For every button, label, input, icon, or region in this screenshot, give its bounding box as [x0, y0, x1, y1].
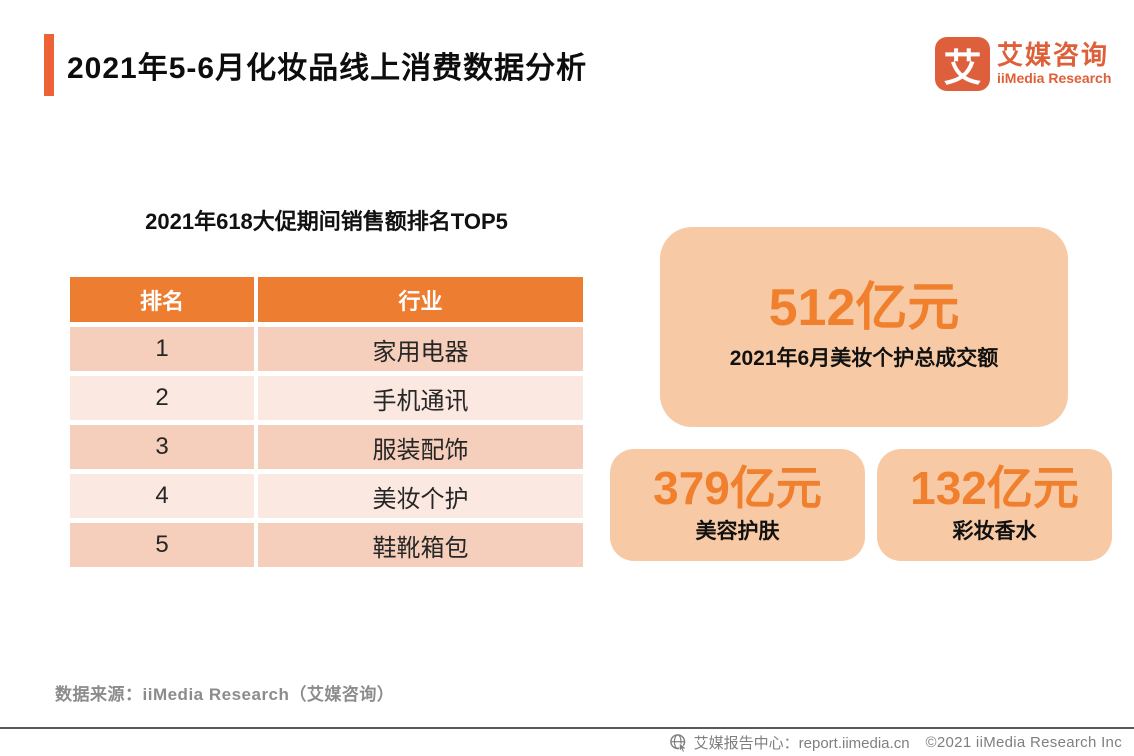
data-source-note: 数据来源：iiMedia Research（艾媒咨询）: [55, 685, 395, 704]
bottom-bar: 艾媒报告中心：report.iimedia.cn ©2021 iiMedia R…: [669, 731, 1122, 753]
logo-name-en: iiMedia Research: [997, 70, 1112, 87]
industry-cell: 鞋靴箱包: [258, 523, 583, 567]
iimedia-logo: 艾 艾媒咨询 iiMedia Research: [935, 37, 1111, 91]
stat-label: 2021年6月美妆个护总成交额: [729, 347, 999, 370]
industry-cell: 服装配饰: [258, 425, 583, 469]
industry-cell: 美妆个护: [258, 474, 583, 518]
rank-cell: 5: [70, 523, 254, 567]
table-row: 1 家用电器: [70, 327, 583, 371]
globe-cursor-icon: [669, 733, 687, 752]
stat-value: 512亿元: [768, 279, 960, 337]
report-center-link[interactable]: 艾媒报告中心：report.iimedia.cn: [693, 734, 910, 752]
bottom-divider: [0, 727, 1134, 729]
table-row: 5 鞋靴箱包: [70, 523, 583, 567]
stat-label: 彩妆香水: [952, 520, 1037, 543]
industry-cell: 手机通讯: [258, 376, 583, 420]
table-row: 2 手机通讯: [70, 376, 583, 420]
stat-card-total-gmv: 512亿元 2021年6月美妆个护总成交额: [660, 227, 1068, 427]
rank-table: 排名 行业 1 家用电器 2 手机通讯 3 服装配饰 4 美妆个护 5 鞋靴箱包: [70, 277, 583, 572]
title-accent-bar: [44, 34, 54, 96]
stat-label: 美容护肤: [695, 520, 780, 543]
table-header-industry: 行业: [258, 277, 583, 322]
table-header-row: 排名 行业: [70, 277, 583, 322]
page-title: 2021年5-6月化妆品线上消费数据分析: [67, 52, 588, 85]
stat-value: 379亿元: [653, 462, 822, 514]
logo-name-cn: 艾媒咨询: [997, 40, 1110, 70]
rank-cell: 1: [70, 327, 254, 371]
rank-cell: 2: [70, 376, 254, 420]
industry-cell: 家用电器: [258, 327, 583, 371]
rank-cell: 3: [70, 425, 254, 469]
table-row: 3 服装配饰: [70, 425, 583, 469]
iimedia-logo-icon: 艾: [935, 37, 990, 91]
copyright-text: ©2021 iiMedia Research Inc: [925, 733, 1122, 751]
logo-wordmark: 艾媒咨询 iiMedia Research: [997, 40, 1112, 87]
stat-card-skincare: 379亿元 美容护肤: [610, 449, 865, 561]
table-title: 2021年618大促期间销售额排名TOP5: [145, 209, 508, 234]
logo-glyph: 艾: [943, 47, 982, 90]
rank-cell: 4: [70, 474, 254, 518]
stat-value: 132亿元: [910, 462, 1079, 514]
table-row: 4 美妆个护: [70, 474, 583, 518]
stat-card-makeup: 132亿元 彩妆香水: [877, 449, 1112, 561]
table-header-rank: 排名: [70, 277, 254, 322]
